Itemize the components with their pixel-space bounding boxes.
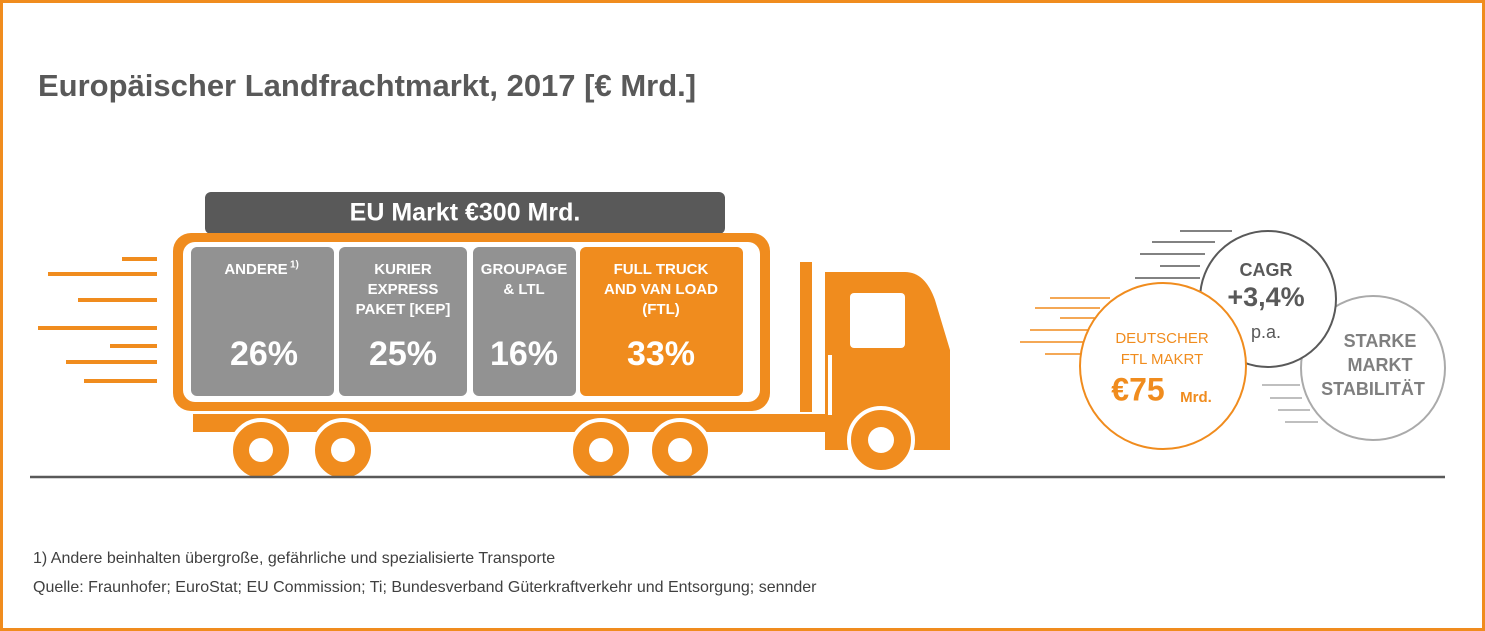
cagr-label: CAGR bbox=[1240, 260, 1293, 280]
segment-label: ANDERE bbox=[224, 261, 287, 278]
segment-value: 16% bbox=[490, 335, 558, 373]
segment-label: & LTL bbox=[503, 281, 544, 298]
footnote-mark: 1) bbox=[290, 260, 299, 271]
segment-value: 26% bbox=[230, 335, 298, 373]
stability-circle bbox=[1300, 295, 1446, 441]
ftl-value: €75 bbox=[1111, 371, 1164, 407]
stability-text: STABILITÄT bbox=[1321, 379, 1425, 399]
segment-label: FULL TRUCK bbox=[614, 261, 709, 278]
ftl-text: DEUTSCHER bbox=[1115, 330, 1209, 347]
stability-text: STARKE bbox=[1344, 331, 1417, 351]
banner-text: EU Markt €300 Mrd. bbox=[350, 199, 581, 227]
stability-text: MARKT bbox=[1348, 355, 1413, 375]
ftl-circle bbox=[1079, 282, 1247, 450]
segment-label: AND VAN LOAD bbox=[604, 281, 718, 298]
source: Quelle: Fraunhofer; EuroStat; EU Commiss… bbox=[33, 579, 817, 596]
segment-label: KURIER bbox=[374, 261, 432, 278]
cagr-value: +3,4% bbox=[1227, 282, 1304, 312]
footnote: 1) Andere beinhalten übergroße, gefährli… bbox=[33, 550, 555, 567]
segment-value: 25% bbox=[369, 335, 437, 373]
segment-label: (FTL) bbox=[642, 301, 679, 318]
title: Europäischer Landfrachtmarkt, 2017 [€ Mr… bbox=[38, 68, 696, 103]
ftl-text: FTL MAKRT bbox=[1121, 351, 1204, 368]
banner bbox=[205, 192, 725, 234]
segment-label: EXPRESS bbox=[368, 281, 439, 298]
speed-lines bbox=[38, 257, 157, 383]
segment-label: GROUPAGE bbox=[481, 261, 567, 278]
segments bbox=[191, 247, 743, 396]
segment-value: 33% bbox=[627, 335, 695, 373]
cagr-unit: p.a. bbox=[1251, 322, 1281, 342]
ftl-unit: Mrd. bbox=[1180, 389, 1212, 406]
segment-label: PAKET [KEP] bbox=[356, 301, 451, 318]
circle-speed-lines bbox=[1020, 230, 1318, 423]
